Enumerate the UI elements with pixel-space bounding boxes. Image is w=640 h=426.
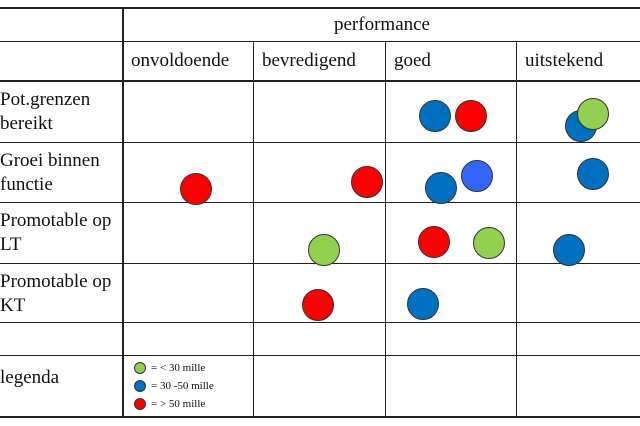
red-circle-marker: [455, 100, 487, 132]
legend-item-low: = < 30 mille: [134, 361, 205, 375]
grid-line: [0, 355, 640, 356]
column-header-uitstekend: uitstekend: [525, 50, 604, 71]
row-label-promotable-lt: Promotable op LT: [0, 210, 112, 255]
row-label-pot-grenzen: Pot.grenzen bereikt: [0, 89, 91, 134]
column-header-bevredigend: bevredigend: [262, 50, 356, 71]
grid-line: [253, 42, 254, 418]
grid-line: [385, 42, 386, 418]
row-label-legenda: legenda: [0, 367, 60, 388]
blue-circle-icon: [134, 380, 146, 392]
blue-circle-marker: [407, 288, 439, 320]
green-circle-marker: [577, 98, 609, 130]
red-circle-icon: [134, 398, 146, 410]
red-circle-marker: [418, 226, 450, 258]
header-title: performance: [334, 14, 430, 35]
blue-circle-marker: [553, 234, 585, 266]
grid-line: [516, 42, 517, 418]
column-header-onvoldoende: onvoldoende: [131, 50, 230, 71]
column-header-goed: goed: [394, 50, 431, 71]
row-label-promotable-kt: Promotable op KT: [0, 271, 112, 316]
blue-circle-marker: [577, 158, 609, 190]
red-circle-marker: [180, 173, 212, 205]
grid-line: [0, 416, 640, 418]
red-circle-marker: [302, 289, 334, 321]
red-circle-marker: [351, 166, 383, 198]
blue-circle-marker: [419, 100, 451, 132]
legend-label: = > 50 mille: [151, 398, 206, 410]
green-circle-marker: [473, 227, 505, 259]
legend-label: = < 30 mille: [151, 362, 206, 374]
legend-label: = 30 -50 mille: [151, 380, 214, 392]
grid-line: [0, 7, 640, 9]
grid-line: [122, 7, 124, 418]
grid-line: [0, 142, 640, 143]
green-circle-marker: [308, 234, 340, 266]
grid-line: [0, 41, 640, 42]
legend-item-mid: = 30 -50 mille: [134, 379, 214, 393]
grid-line: [0, 322, 640, 323]
legend-item-high: = > 50 mille: [134, 397, 205, 411]
grid-line: [0, 202, 640, 203]
row-label-groei-binnen-functie: Groei binnen functie: [0, 150, 100, 195]
grid-line: [0, 80, 640, 82]
green-circle-icon: [134, 362, 146, 374]
blue-circle-marker: [425, 172, 457, 204]
light-blue-circle-marker: [461, 160, 493, 192]
